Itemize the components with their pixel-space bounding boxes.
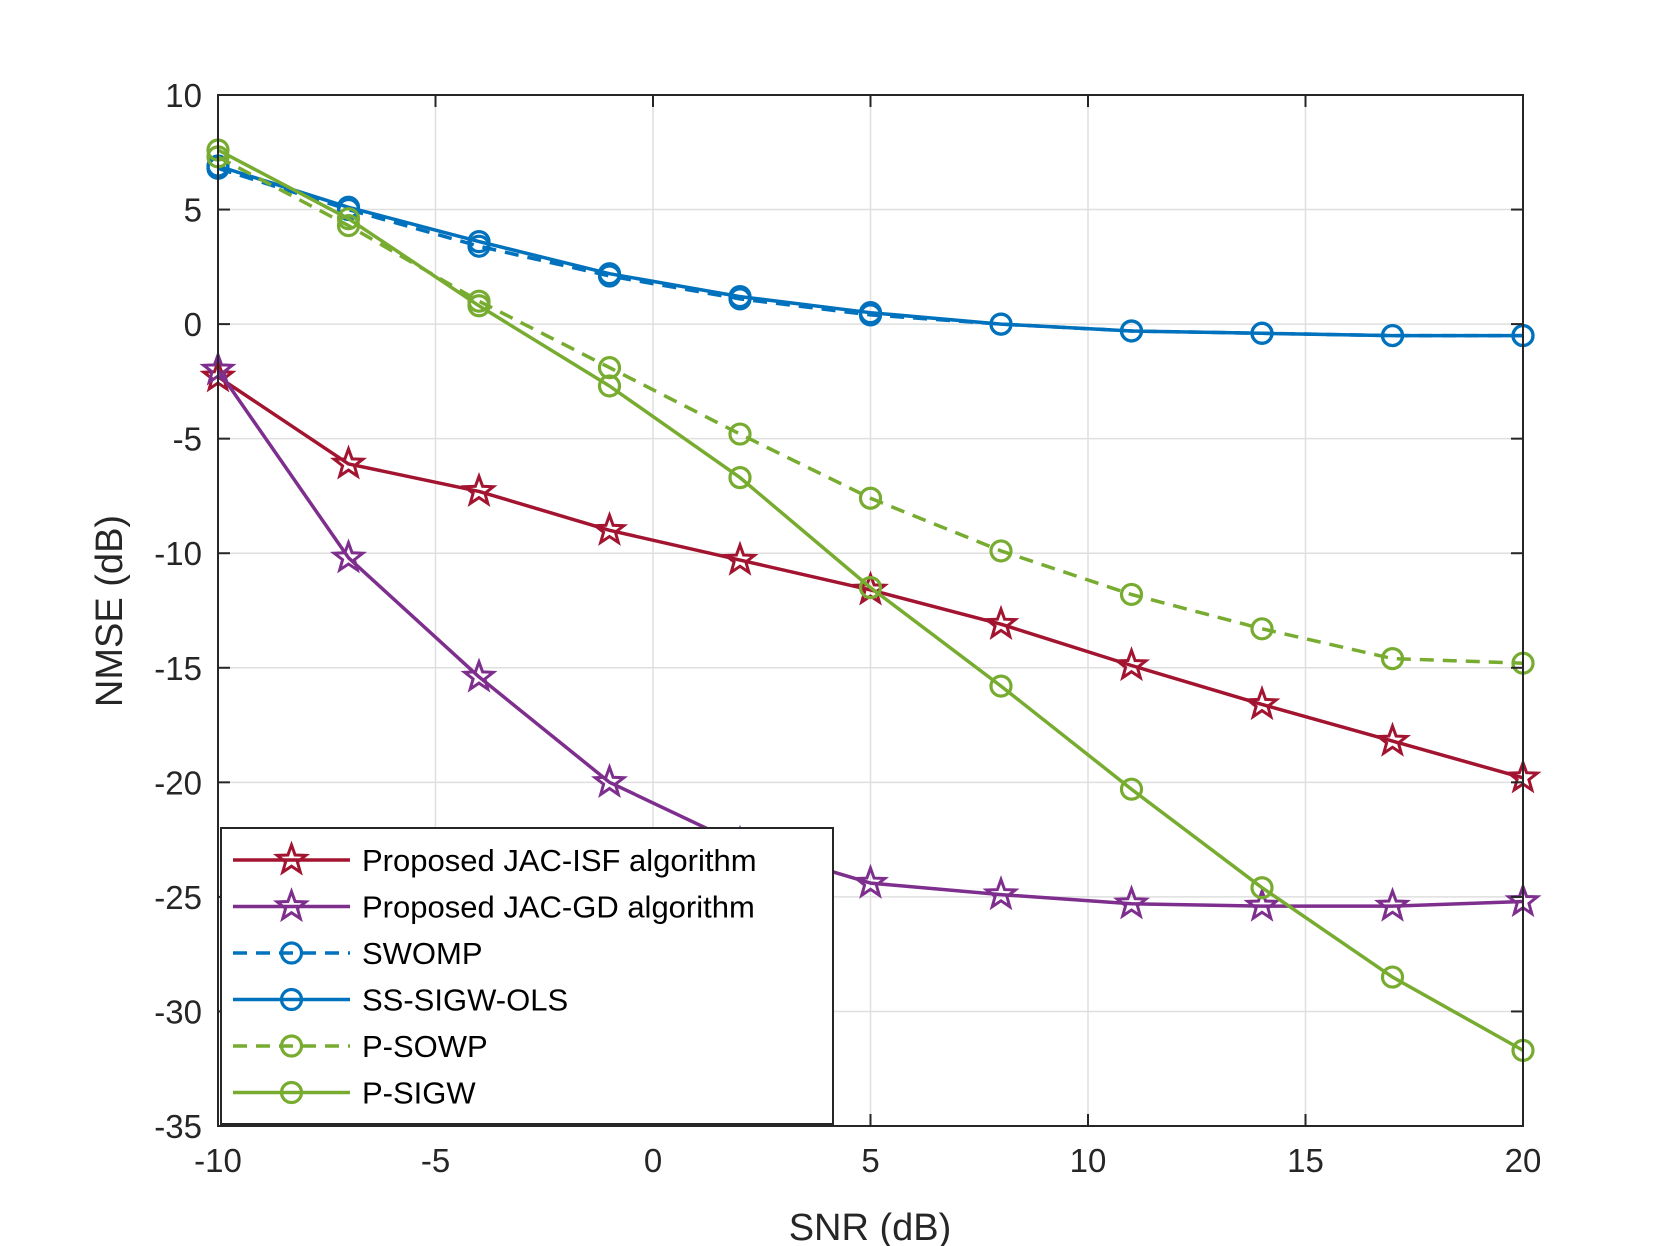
y-tick-label: -30 bbox=[154, 993, 202, 1030]
data-point bbox=[467, 294, 491, 318]
x-tick-label: 10 bbox=[1070, 1142, 1107, 1179]
data-point bbox=[1380, 323, 1405, 348]
data-point bbox=[982, 875, 1020, 911]
x-axis-label: SNR (dB) bbox=[789, 1207, 952, 1246]
y-tick-label: 10 bbox=[165, 77, 202, 114]
data-point bbox=[1113, 884, 1150, 920]
x-tick-label: 0 bbox=[644, 1142, 662, 1179]
series-line bbox=[217, 375, 1524, 780]
legend-marker bbox=[279, 941, 304, 965]
legend-entry-5: P-SIGW bbox=[233, 1076, 476, 1111]
x-tick-label: 5 bbox=[861, 1142, 879, 1179]
legend-box bbox=[220, 827, 834, 1125]
legend-label: P-SIGW bbox=[362, 1076, 476, 1111]
data-point bbox=[591, 762, 628, 799]
data-point bbox=[1243, 684, 1281, 721]
legend-marker bbox=[273, 887, 310, 923]
data-point bbox=[728, 285, 752, 309]
data-point bbox=[721, 540, 759, 576]
data-point bbox=[982, 604, 1020, 640]
data-point bbox=[597, 356, 622, 380]
series-line bbox=[217, 148, 1524, 1052]
axis-ticks: -10 -5 0 5 10 15 20 10 5 0 -5 -10 -15 -20 -25 -30 -35 bbox=[154, 77, 1541, 1179]
legend-entry-3: SS-SIGW-OLS bbox=[233, 983, 568, 1018]
series-line bbox=[217, 164, 1523, 338]
y-tick-label: -10 bbox=[154, 535, 202, 572]
data-point bbox=[989, 539, 1013, 563]
series-line bbox=[217, 155, 1524, 665]
data-point bbox=[1243, 886, 1281, 922]
legend-marker bbox=[279, 1080, 304, 1105]
legend-label: P-SOWP bbox=[362, 1029, 488, 1064]
data-point bbox=[1119, 582, 1144, 607]
legend-marker bbox=[279, 987, 304, 1012]
data-point bbox=[1119, 777, 1144, 801]
data-point bbox=[1250, 876, 1274, 900]
data-point bbox=[728, 422, 752, 446]
legend-entry-2: SWOMP bbox=[233, 936, 483, 971]
data-point bbox=[460, 472, 498, 508]
data-point bbox=[989, 312, 1013, 336]
data-point bbox=[591, 510, 628, 546]
data-point bbox=[1380, 647, 1405, 671]
y-tick-label: 5 bbox=[184, 192, 202, 229]
legend-label: SWOMP bbox=[362, 936, 483, 971]
data-point bbox=[1250, 321, 1274, 345]
legend-entry-4: P-SOWP bbox=[233, 1029, 488, 1064]
x-tick-label: 20 bbox=[1505, 1142, 1542, 1179]
data-point bbox=[858, 486, 883, 510]
data-point bbox=[728, 466, 752, 490]
data-point bbox=[597, 262, 622, 286]
series-line bbox=[216, 368, 1524, 908]
data-point bbox=[336, 207, 361, 231]
data-point bbox=[1119, 319, 1144, 343]
y-tick-label: -25 bbox=[154, 879, 202, 916]
data-series bbox=[199, 138, 1542, 1062]
data-point bbox=[1374, 721, 1411, 757]
legend: Proposed JAC-ISF algorithm Proposed JAC-G… bbox=[220, 827, 834, 1125]
legend-label: SS-SIGW-OLS bbox=[362, 983, 568, 1018]
legend-label: Proposed JAC-ISF algorithm bbox=[362, 843, 757, 878]
data-point bbox=[467, 230, 491, 254]
legend-marker bbox=[279, 1034, 304, 1058]
data-point bbox=[330, 538, 367, 574]
data-point bbox=[852, 863, 889, 899]
legend-marker bbox=[273, 840, 310, 876]
legend-entry-0: Proposed JAC-ISF algorithm bbox=[233, 840, 757, 878]
y-tick-label: -5 bbox=[173, 421, 202, 458]
data-point bbox=[460, 657, 498, 693]
x-tick-label: -5 bbox=[421, 1142, 450, 1179]
data-point bbox=[858, 301, 883, 325]
data-point bbox=[1113, 646, 1150, 682]
data-point bbox=[330, 444, 367, 480]
x-tick-label: 15 bbox=[1287, 1142, 1324, 1179]
y-tick-label: -15 bbox=[154, 650, 202, 687]
data-point bbox=[597, 374, 622, 398]
y-tick-label: -35 bbox=[154, 1108, 202, 1145]
y-tick-label: 0 bbox=[184, 306, 202, 343]
x-tick-label: -10 bbox=[194, 1142, 242, 1179]
legend-label: Proposed JAC-GD algorithm bbox=[362, 890, 755, 925]
data-point bbox=[1250, 617, 1274, 641]
legend-entry-1: Proposed JAC-GD algorithm bbox=[233, 887, 755, 925]
data-point bbox=[858, 575, 883, 600]
data-point bbox=[989, 674, 1013, 698]
data-point bbox=[1380, 965, 1405, 989]
y-tick-label: -20 bbox=[154, 764, 202, 801]
y-axis-label: NMSE (dB) bbox=[89, 515, 131, 707]
data-point bbox=[1374, 886, 1411, 922]
